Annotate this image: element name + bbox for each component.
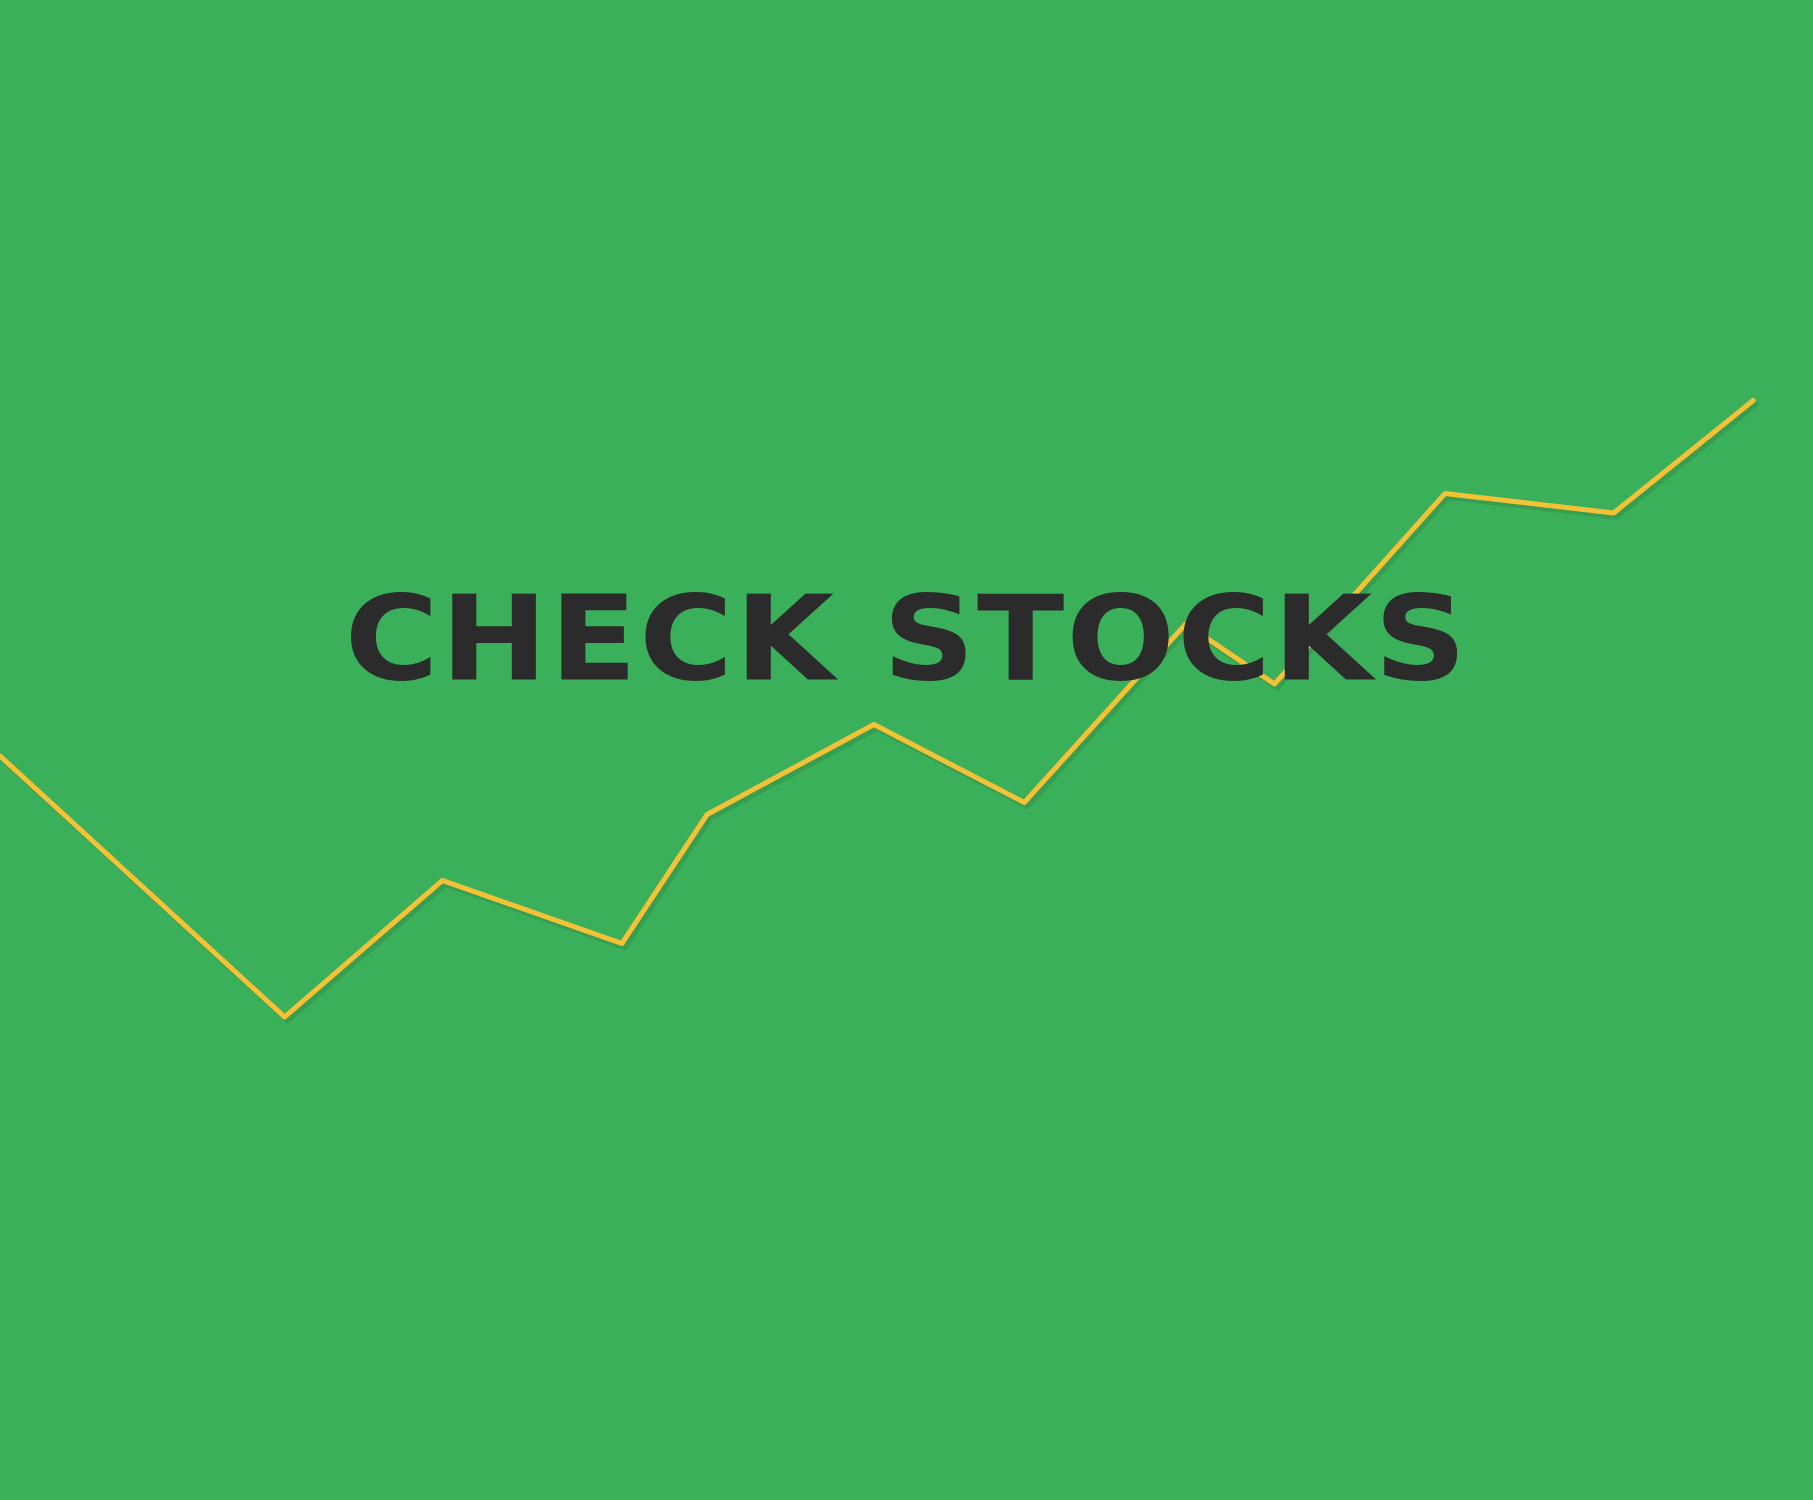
trend-line [0,398,1756,1020]
trend-line-group [0,398,1759,1024]
page-title: CHECK STOCKS [344,571,1469,709]
